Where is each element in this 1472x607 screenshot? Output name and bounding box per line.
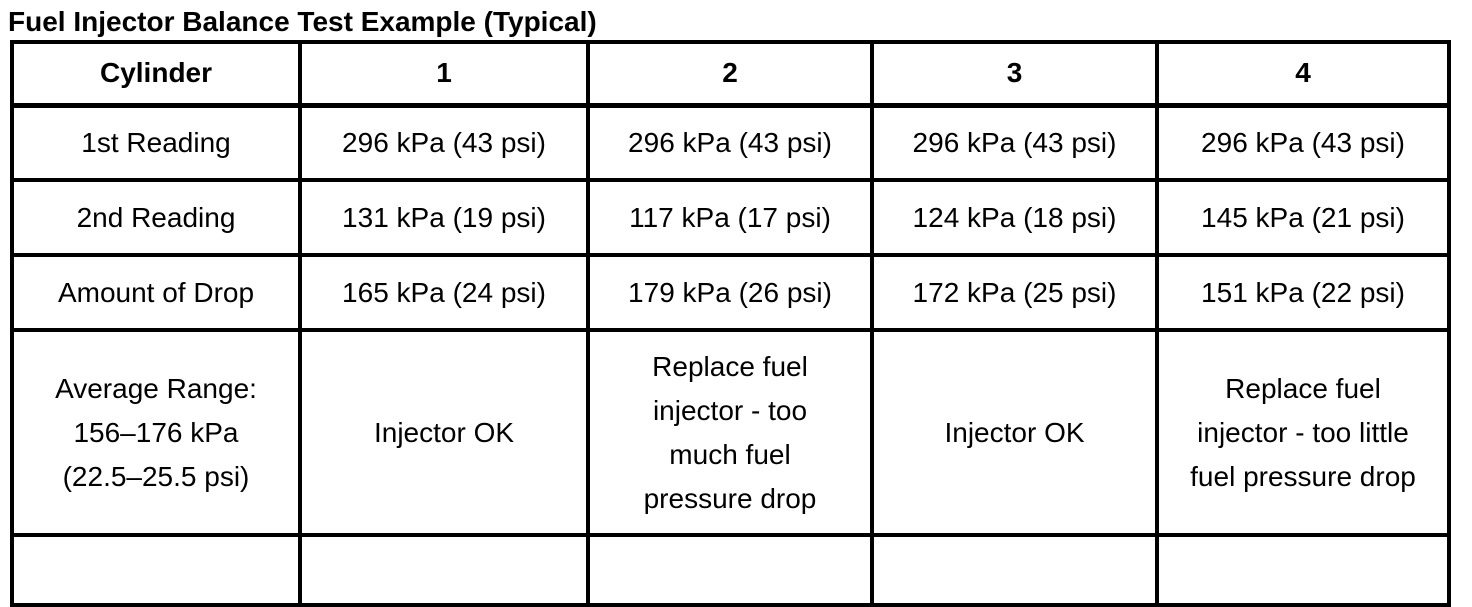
verdict-cell: Replace fuel injector - too little fuel … [1155,328,1451,537]
row-label-cell: 2nd Reading [10,178,302,257]
row-label-cell: Amount of Drop [10,253,302,332]
verdict-cell: Replace fuel injector - too much fuel pr… [586,328,874,537]
data-cell: 296 kPa (43 psi) [1155,103,1451,182]
verdict-cell: Injector OK [298,328,590,537]
table-row-amount-of-drop: Amount of Drop 165 kPa (24 psi) 179 kPa … [10,253,1451,332]
empty-cell [10,533,302,607]
row-label-cell: Average Range: 156–176 kPa (22.5–25.5 ps… [10,328,302,537]
data-cell: 131 kPa (19 psi) [298,178,590,257]
header-row: Cylinder 1 2 3 4 [10,40,1451,108]
table-row-2nd-reading: 2nd Reading 131 kPa (19 psi) 117 kPa (17… [10,178,1451,257]
empty-cell [298,533,590,607]
verdict-cell: Injector OK [870,328,1159,537]
fuel-injector-balance-table: Cylinder 1 2 3 4 1st Reading 296 kPa (43… [10,40,1451,607]
table-row-1st-reading: 1st Reading 296 kPa (43 psi) 296 kPa (43… [10,103,1451,182]
data-cell: 296 kPa (43 psi) [870,103,1159,182]
header-cell-cyl1: 1 [298,40,590,108]
data-cell: 151 kPa (22 psi) [1155,253,1451,332]
data-cell: 296 kPa (43 psi) [298,103,590,182]
empty-cell [1155,533,1451,607]
data-cell: 165 kPa (24 psi) [298,253,590,332]
row-label-cell: 1st Reading [10,103,302,182]
header-cell-cyl4: 4 [1155,40,1451,108]
data-cell: 145 kPa (21 psi) [1155,178,1451,257]
data-cell: 296 kPa (43 psi) [586,103,874,182]
table-row-average-range: Average Range: 156–176 kPa (22.5–25.5 ps… [10,328,1451,537]
header-cell-cyl2: 2 [586,40,874,108]
data-cell: 179 kPa (26 psi) [586,253,874,332]
empty-cell [586,533,874,607]
empty-cell [870,533,1159,607]
data-cell: 124 kPa (18 psi) [870,178,1159,257]
data-cell: 117 kPa (17 psi) [586,178,874,257]
table-row-cutoff [10,533,1451,607]
header-cell-cyl3: 3 [870,40,1159,108]
data-cell: 172 kPa (25 psi) [870,253,1159,332]
header-cell-cylinder: Cylinder [10,40,302,108]
page-title: Fuel Injector Balance Test Example (Typi… [8,6,597,37]
